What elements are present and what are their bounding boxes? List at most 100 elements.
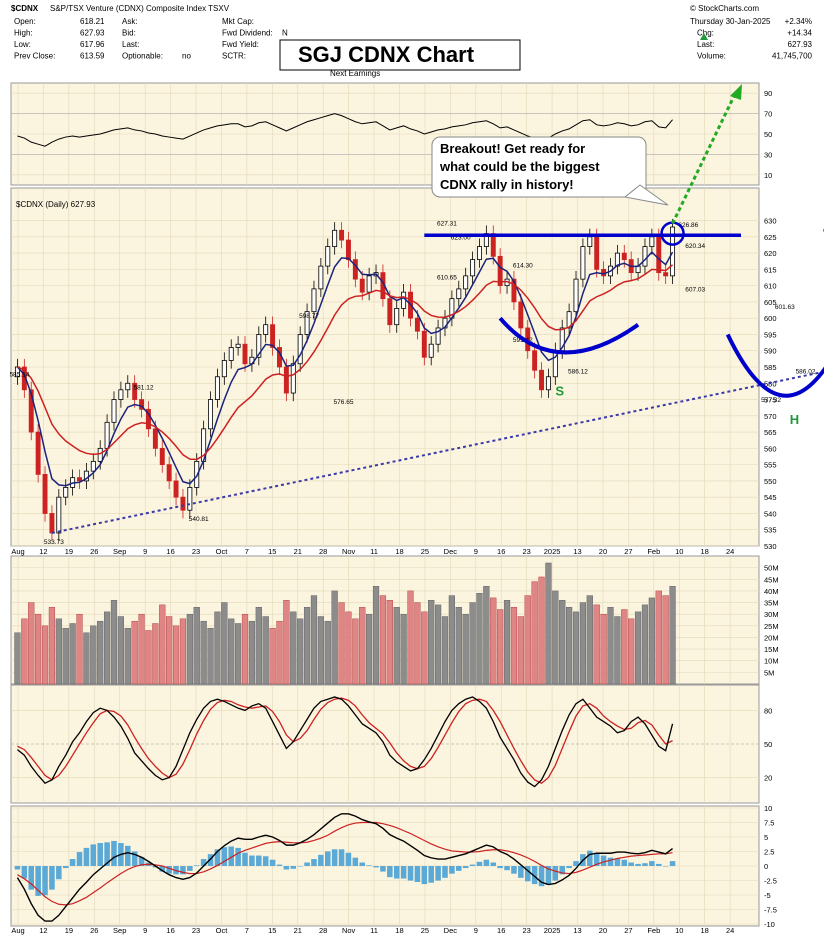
rsi-line [17, 113, 673, 147]
volume-bar [235, 623, 242, 685]
macd-histogram-bar [221, 847, 228, 866]
macd-tick-label: 5 [764, 833, 768, 842]
candle [545, 376, 551, 391]
volume-bar [255, 607, 262, 685]
volume-bar [152, 623, 159, 685]
x-tick-label: 26 [90, 926, 98, 935]
rsi-tick-label: 30 [764, 150, 772, 159]
stat-left-label: Prev Close: [14, 52, 55, 61]
candle [97, 447, 103, 462]
rsi-tick-label: 10 [764, 171, 772, 180]
candle [490, 233, 496, 257]
macd-tick-label: -10 [764, 920, 775, 929]
x-tick-label: 11 [370, 926, 378, 935]
x-tick-label: Sep [113, 926, 126, 935]
candle [456, 288, 462, 300]
stoch-tick-label: 50 [764, 740, 772, 749]
macd-histogram-bar [476, 861, 483, 866]
earnings-fragment: Next Earnings [330, 69, 380, 78]
macd-signal-line [17, 821, 673, 906]
price-value-label: 586.02 [796, 369, 816, 376]
price-value-label: 620.34 [685, 243, 705, 250]
candle [352, 259, 358, 280]
price-value-label: 585.14 [9, 372, 29, 379]
volume-tick-label: 30M [764, 610, 779, 619]
candle [394, 308, 400, 326]
stat-left-value: 617.96 [80, 40, 105, 49]
candle [118, 389, 124, 400]
pattern-label: S [555, 383, 564, 398]
volume-bar [166, 616, 173, 685]
x-tick-label: 13 [573, 926, 581, 935]
x-tick-label: 23 [522, 547, 530, 556]
macd-histogram-bar [531, 866, 538, 885]
stat-mid-label: Last: [122, 40, 139, 49]
macd-line [16, 813, 673, 922]
price-value-label: 601.63 [775, 304, 795, 311]
price-value-label: 540.81 [189, 516, 209, 523]
x-tick-label: 9 [143, 547, 147, 556]
candle [49, 513, 55, 534]
macd-histogram-bar [352, 857, 359, 866]
stat-left-value: 618.21 [80, 17, 105, 26]
candle [56, 496, 62, 534]
volume-bar [476, 593, 483, 685]
macd-histogram-bar [635, 863, 641, 866]
volume-bar [600, 613, 607, 685]
x-tick-label: 10 [675, 547, 683, 556]
candle [208, 399, 213, 430]
macd-histogram-bar [628, 862, 634, 866]
candle [125, 382, 131, 391]
candle [283, 366, 289, 394]
macd-histogram-bar [511, 866, 517, 874]
x-tick-label: 19 [65, 926, 73, 935]
candle [77, 477, 82, 482]
price-value-label: 577.32 [761, 397, 781, 404]
candle [132, 382, 138, 400]
price-value-label: 627.31 [437, 220, 457, 227]
x-tick-label: 18 [701, 547, 709, 556]
candle [656, 236, 662, 274]
stat-right-value: +14.34 [787, 29, 812, 38]
volume-bar [662, 595, 669, 685]
volume-bar [628, 618, 635, 685]
rsi-tick-label: 50 [764, 130, 772, 139]
price-value-label: 607.03 [685, 286, 705, 293]
macd-histogram-bar [483, 859, 490, 866]
x-tick-label: 24 [726, 926, 734, 935]
macd-tick-label: 2.5 [764, 848, 774, 857]
macd-histogram-bar [83, 847, 90, 866]
macd-histogram-bar [193, 865, 200, 866]
volume-bar [241, 613, 249, 685]
stat-mid-value: no [182, 52, 191, 61]
x-tick-label: 27 [624, 926, 632, 935]
volume-bar [448, 595, 455, 685]
candle [139, 399, 145, 410]
stoch-k-line [17, 696, 674, 788]
volume-bar [510, 607, 518, 685]
volume-bar [228, 618, 235, 685]
stat-left-value: 613.59 [80, 52, 105, 61]
volume-bar [283, 600, 290, 685]
macd-tick-label: -2.5 [764, 877, 777, 886]
macd-histogram-bar [593, 852, 600, 866]
volume-bar [359, 607, 366, 685]
x-tick-label: 23 [192, 547, 200, 556]
x-tick-label: 25 [421, 547, 429, 556]
volume-bar [331, 590, 338, 685]
macd-histogram-bar [35, 866, 41, 896]
macd-histogram-bar [662, 866, 669, 867]
stat-left-label: Low: [14, 40, 31, 49]
volume-bar [634, 611, 642, 685]
macd-histogram-bar [21, 866, 28, 879]
macd-histogram-bar [642, 863, 648, 866]
volume-bar [566, 607, 573, 685]
stat-right-value: +2.34% [785, 17, 812, 26]
candle [387, 298, 393, 326]
macd-tick-label: 10 [764, 804, 772, 813]
macd-tick-label: 0 [764, 862, 768, 871]
volume-bar [290, 611, 297, 685]
volume-bar [538, 576, 545, 685]
annotation-box [431, 136, 647, 198]
macd-histogram-bar [524, 866, 531, 882]
